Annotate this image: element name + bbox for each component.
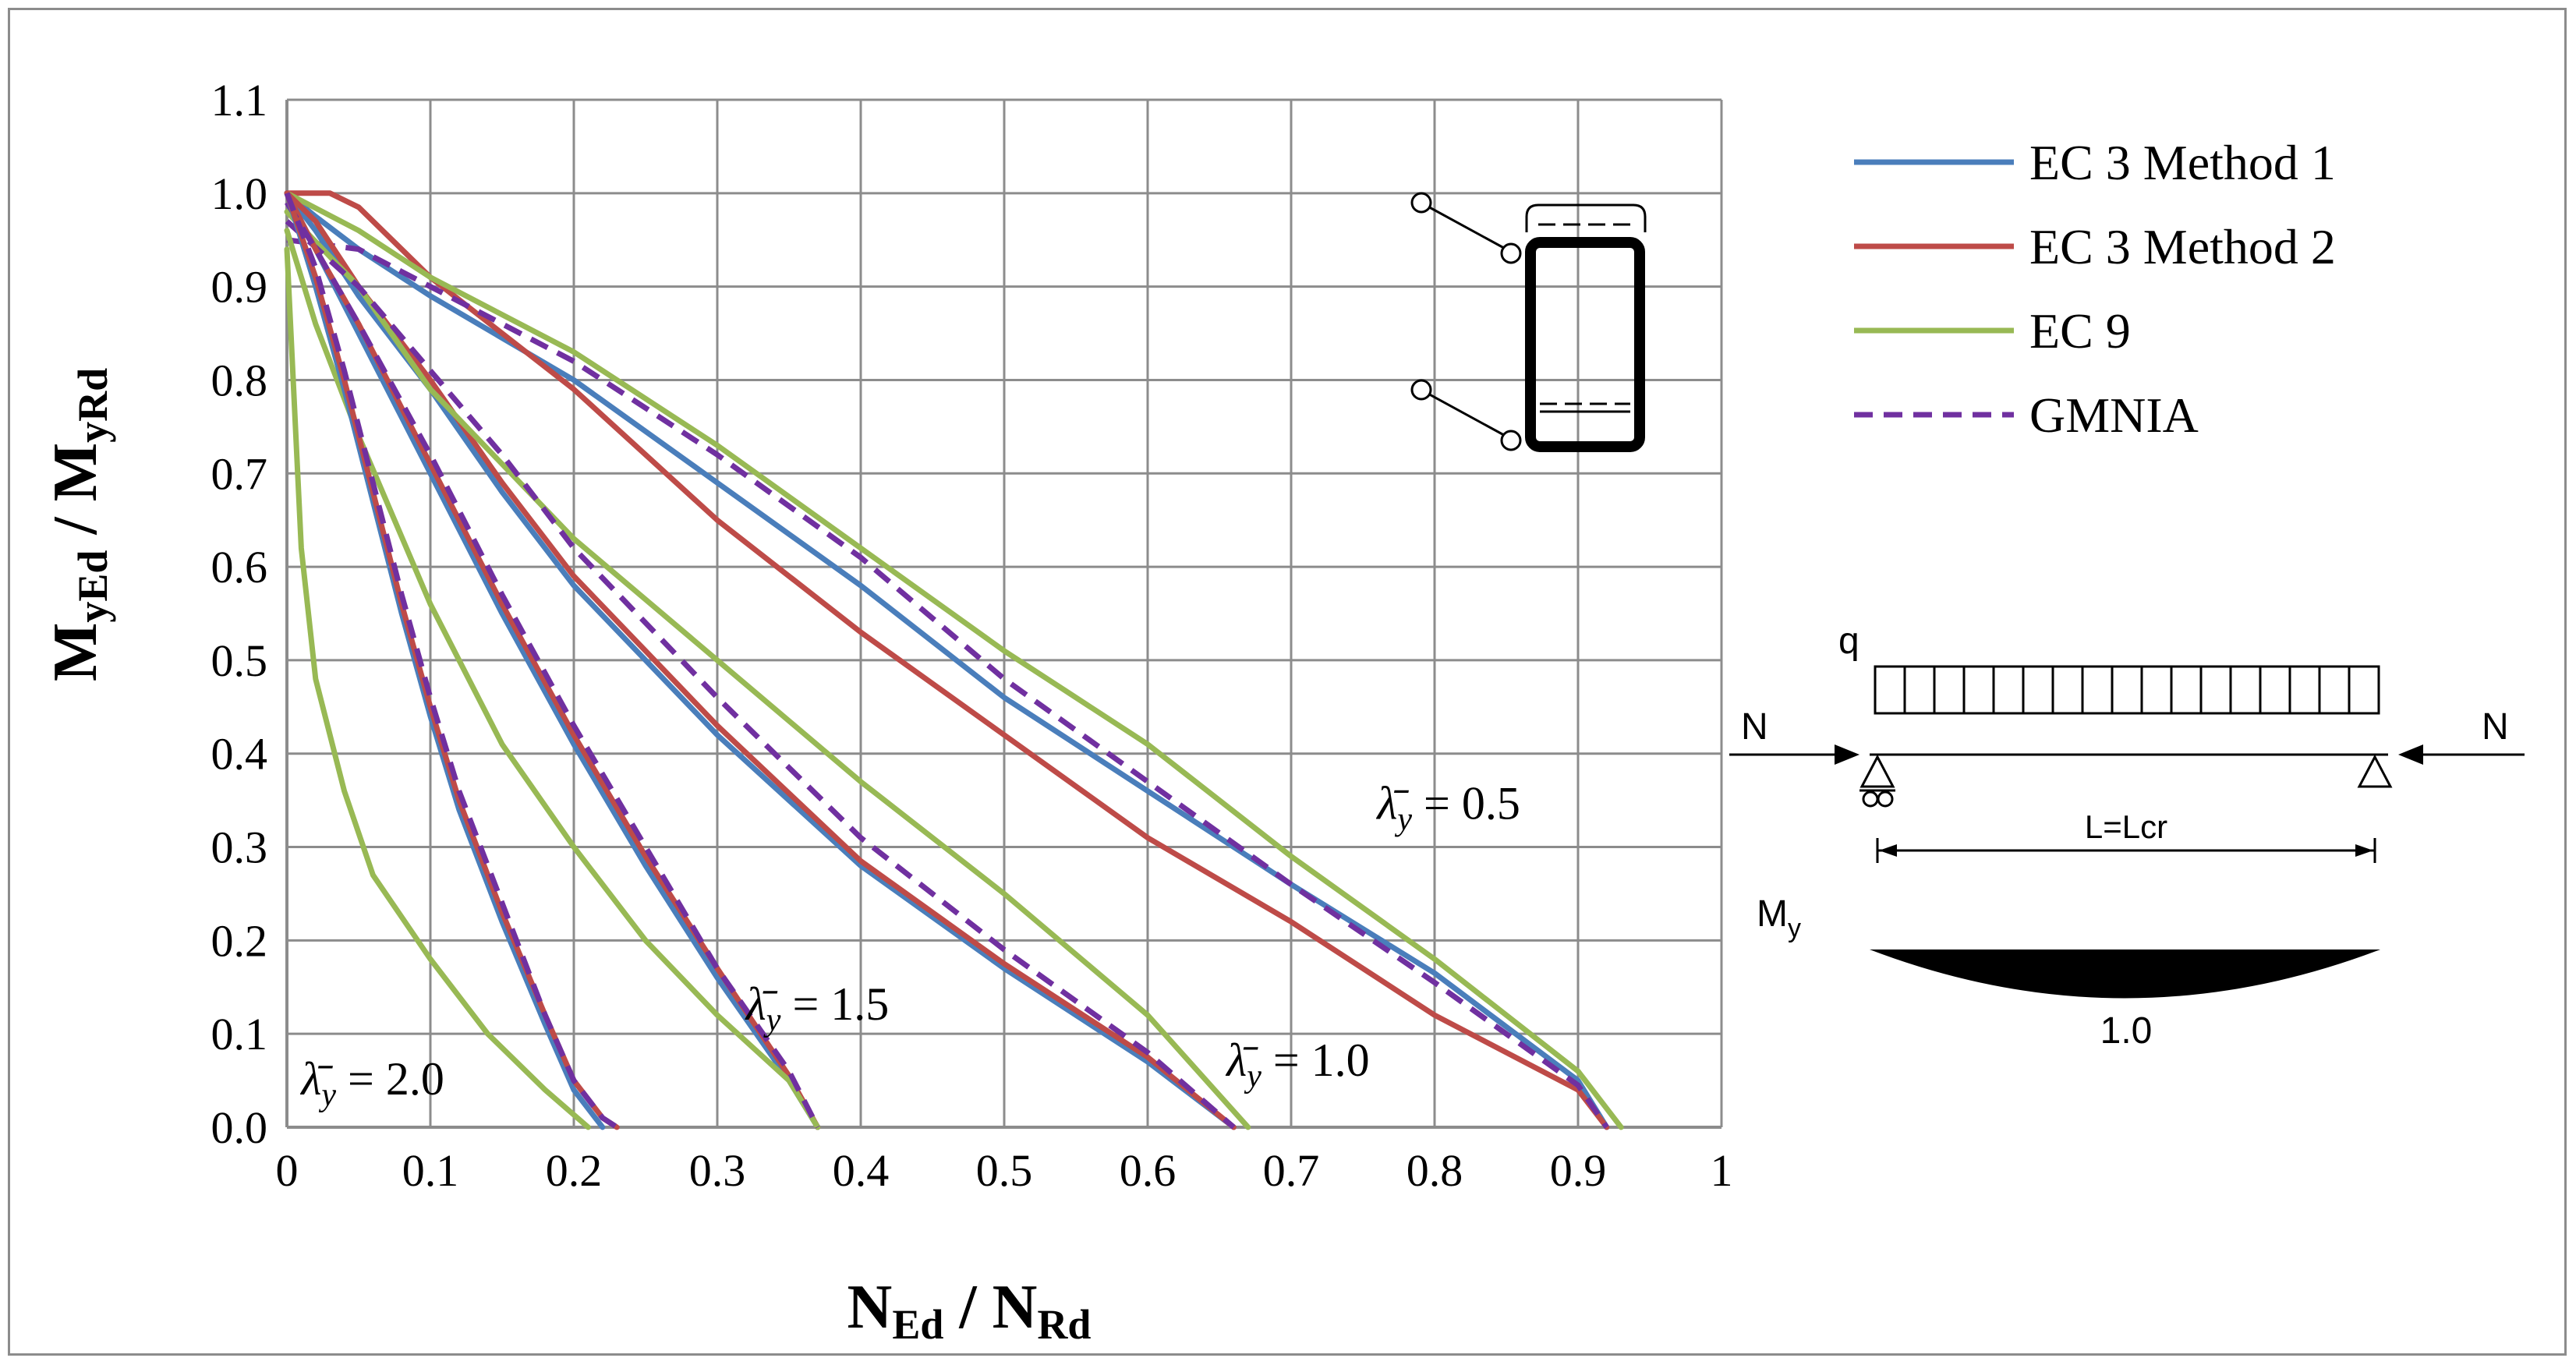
y-tick-label: 0.3 <box>211 822 268 873</box>
x-tick-label: 0.1 <box>402 1145 459 1196</box>
series-line-gmnia-lambda-0-5 <box>286 237 1609 1129</box>
roller-right-icon <box>1877 790 1894 808</box>
legend-label: EC 3 Method 2 <box>2029 219 2336 274</box>
series-line-gmnia-lambda-1-0 <box>285 219 1236 1130</box>
x-tick-label: 1 <box>1711 1145 1733 1196</box>
cross-section-icon <box>1410 192 1647 452</box>
series-line-gmnia-lambda-1-5 <box>285 200 820 1129</box>
x-axis-title: NEd / NRd <box>847 1273 1092 1348</box>
arrowhead-left-icon <box>1835 744 1859 765</box>
roller-left-icon <box>1862 790 1879 808</box>
series-line-ec-9-lambda-2-0 <box>284 246 591 1130</box>
x-tick-label: 0.7 <box>1263 1145 1320 1196</box>
slenderness-label: λ̄y = 1.0 <box>1225 1034 1370 1094</box>
y-axis-title: MyEd / MyRd <box>41 368 116 681</box>
legend-label: EC 9 <box>2029 303 2131 359</box>
axial-force-left-label: N <box>1741 706 1768 748</box>
slenderness-label: λ̄y = 0.5 <box>1375 778 1520 838</box>
axial-force-right-label: N <box>2482 706 2509 748</box>
distributed-load <box>1874 665 2380 715</box>
moment-value: 1.0 <box>2100 1010 2153 1052</box>
legend: EC 3 Method 1 EC 3 Method 2 EC 9 GMNIA <box>1854 135 2336 443</box>
x-tick-label: 0.9 <box>1550 1145 1607 1196</box>
x-tick-label: 0.4 <box>833 1145 890 1196</box>
x-tick-label: 0.2 <box>546 1145 603 1196</box>
x-axis-ticks: 0 0.1 0.2 0.3 0.4 0.5 0.6 0.7 0.8 0.9 1 <box>276 1145 1733 1196</box>
y-tick-label: 1.1 <box>211 75 268 126</box>
x-tick-label: 0.8 <box>1407 1145 1463 1196</box>
slenderness-label: λ̄y = 1.5 <box>745 978 890 1038</box>
beam-diagram: q N N L=Lcr My <box>1729 621 2525 1052</box>
x-tick-label: 0.5 <box>976 1145 1033 1196</box>
y-tick-label: 0.1 <box>211 1009 268 1059</box>
figure-frame: 0 0.1 0.2 0.3 0.4 0.5 0.6 0.7 0.8 0.9 1 0.0 0.1 0.2 0… <box>8 8 2567 1356</box>
series-line-gmnia-lambda-2-0 <box>284 192 619 1130</box>
x-tick-label: 0.3 <box>689 1145 746 1196</box>
moment-label: My <box>1757 893 1801 943</box>
legend-label: GMNIA <box>2029 387 2199 443</box>
y-tick-label: 0.4 <box>211 729 268 780</box>
moment-diagram <box>1870 949 2380 999</box>
load-label: q <box>1838 621 1859 662</box>
y-tick-label: 0.9 <box>211 262 268 313</box>
series-line-ec-3-method-2-lambda-1-0 <box>284 190 1237 1130</box>
length-label: L=Lcr <box>2085 808 2167 845</box>
dimension-arrow-left-icon <box>1879 844 1897 857</box>
y-tick-label: 0.8 <box>211 355 268 405</box>
y-tick-label: 0.2 <box>211 915 268 966</box>
x-tick-label: 0 <box>276 1145 299 1196</box>
series-line-ec-9-lambda-0-5 <box>284 190 1624 1130</box>
y-tick-label: 0.6 <box>211 542 268 592</box>
y-tick-label: 1.0 <box>211 168 268 219</box>
dimension-arrow-right-icon <box>2355 844 2373 857</box>
legend-label: EC 3 Method 1 <box>2029 135 2336 190</box>
x-tick-label: 0.6 <box>1120 1145 1177 1196</box>
y-tick-label: 0.7 <box>211 448 268 499</box>
chart: 0 0.1 0.2 0.3 0.4 0.5 0.6 0.7 0.8 0.9 1 0.00.10.20… <box>41 75 2525 1348</box>
arrowhead-right-icon <box>2398 744 2423 765</box>
y-tick-label: 0.0 <box>211 1102 268 1153</box>
pin-support-left-icon <box>1859 754 1895 788</box>
series-line-ec-3-method-2-lambda-0-5 <box>284 190 1610 1130</box>
y-tick-label: 0.5 <box>211 635 268 686</box>
slenderness-label: λ̄y = 2.0 <box>299 1053 444 1113</box>
y-axis-ticks: 0.0 0.1 0.2 0.3 0.4 0.5 0.6 0.7 0.8 0.9 1.0 1.1 <box>211 75 268 1153</box>
series-line-ec-9-lambda-1-0 <box>284 209 1251 1130</box>
pin-support-right-icon <box>2357 754 2393 788</box>
series-layer <box>284 190 1624 1130</box>
slenderness-annotations: λ̄y = 0.5 λ̄y = 1.0 λ̄y = 1.5 λ̄y = 2.0 <box>299 778 1520 1113</box>
series-line-ec-9-lambda-1-5 <box>284 228 821 1130</box>
load-rect <box>1874 665 2380 715</box>
